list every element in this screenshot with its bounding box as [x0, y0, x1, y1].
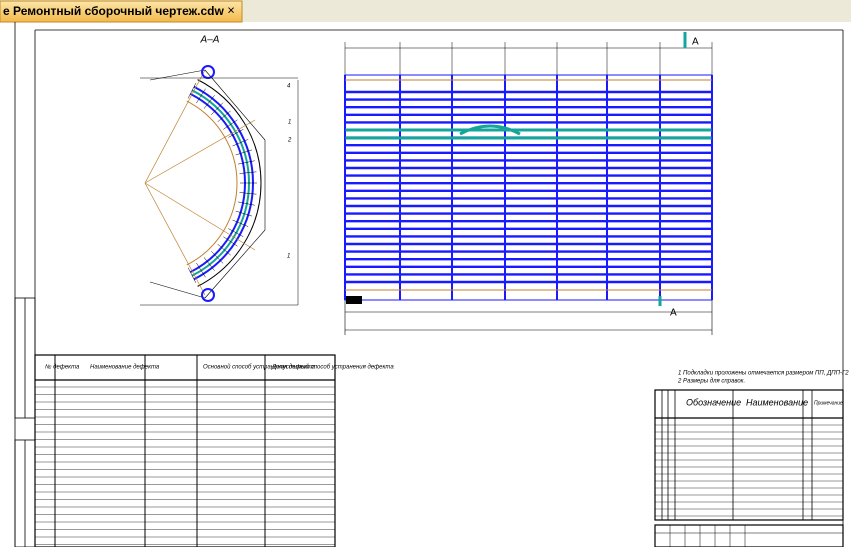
position: 1 — [287, 254, 290, 260]
line — [204, 229, 266, 299]
tooth — [203, 257, 215, 271]
table-header: Обозначение — [686, 397, 741, 407]
table — [34, 354, 336, 547]
tooth — [223, 236, 238, 247]
line — [149, 69, 206, 81]
line — [144, 119, 256, 184]
tooth — [196, 88, 206, 104]
line — [144, 69, 206, 184]
stamp — [654, 524, 844, 547]
table-header: Наименование дефекта — [90, 365, 160, 371]
tooth — [196, 262, 206, 278]
table-header: Допустимый способ устранения дефекта — [271, 364, 394, 371]
section-label: А–А — [200, 35, 220, 46]
tooth — [217, 244, 231, 256]
position: 2 — [287, 138, 292, 144]
line — [204, 69, 266, 141]
tooth — [238, 160, 255, 165]
bend — [459, 124, 521, 136]
tooth — [232, 219, 249, 227]
tooth — [232, 139, 249, 147]
arc — [186, 100, 238, 266]
tooth — [228, 228, 244, 237]
arc — [197, 79, 262, 287]
note: 1 Подкладки проложены отмечается размеро… — [678, 371, 849, 377]
position: 1 — [288, 120, 291, 126]
line — [149, 281, 206, 299]
tooth — [235, 149, 253, 156]
cut-mark: А — [670, 308, 677, 319]
line — [144, 182, 206, 296]
tab-close[interactable]: × — [227, 2, 235, 17]
tab-title: е Ремонтный сборочный чертеж.cdw — [3, 4, 224, 18]
tooth — [203, 95, 215, 109]
tooth — [239, 171, 257, 174]
table-header: Наименование — [746, 397, 808, 407]
table-header: Основной способ устранения дефекта — [203, 364, 316, 371]
tab[interactable] — [0, 0, 243, 23]
tooth — [235, 210, 253, 217]
table — [654, 389, 844, 521]
tooth — [187, 83, 197, 99]
tooth — [223, 119, 238, 130]
tooth — [217, 110, 231, 122]
tooth — [239, 192, 257, 195]
table-header: Примечание — [814, 400, 843, 406]
bolt — [201, 288, 215, 302]
cut-mark: А — [692, 37, 699, 48]
plate — [346, 296, 362, 304]
tooth — [228, 129, 244, 138]
tooth — [187, 267, 197, 283]
table-header: № дефекта — [45, 364, 80, 371]
tooth — [211, 102, 224, 116]
outline — [344, 74, 713, 301]
note: 2 Размеры для справок. — [677, 379, 745, 385]
position: 4 — [287, 84, 291, 90]
line — [144, 182, 256, 251]
tooth — [238, 201, 255, 206]
tooth — [211, 250, 224, 264]
